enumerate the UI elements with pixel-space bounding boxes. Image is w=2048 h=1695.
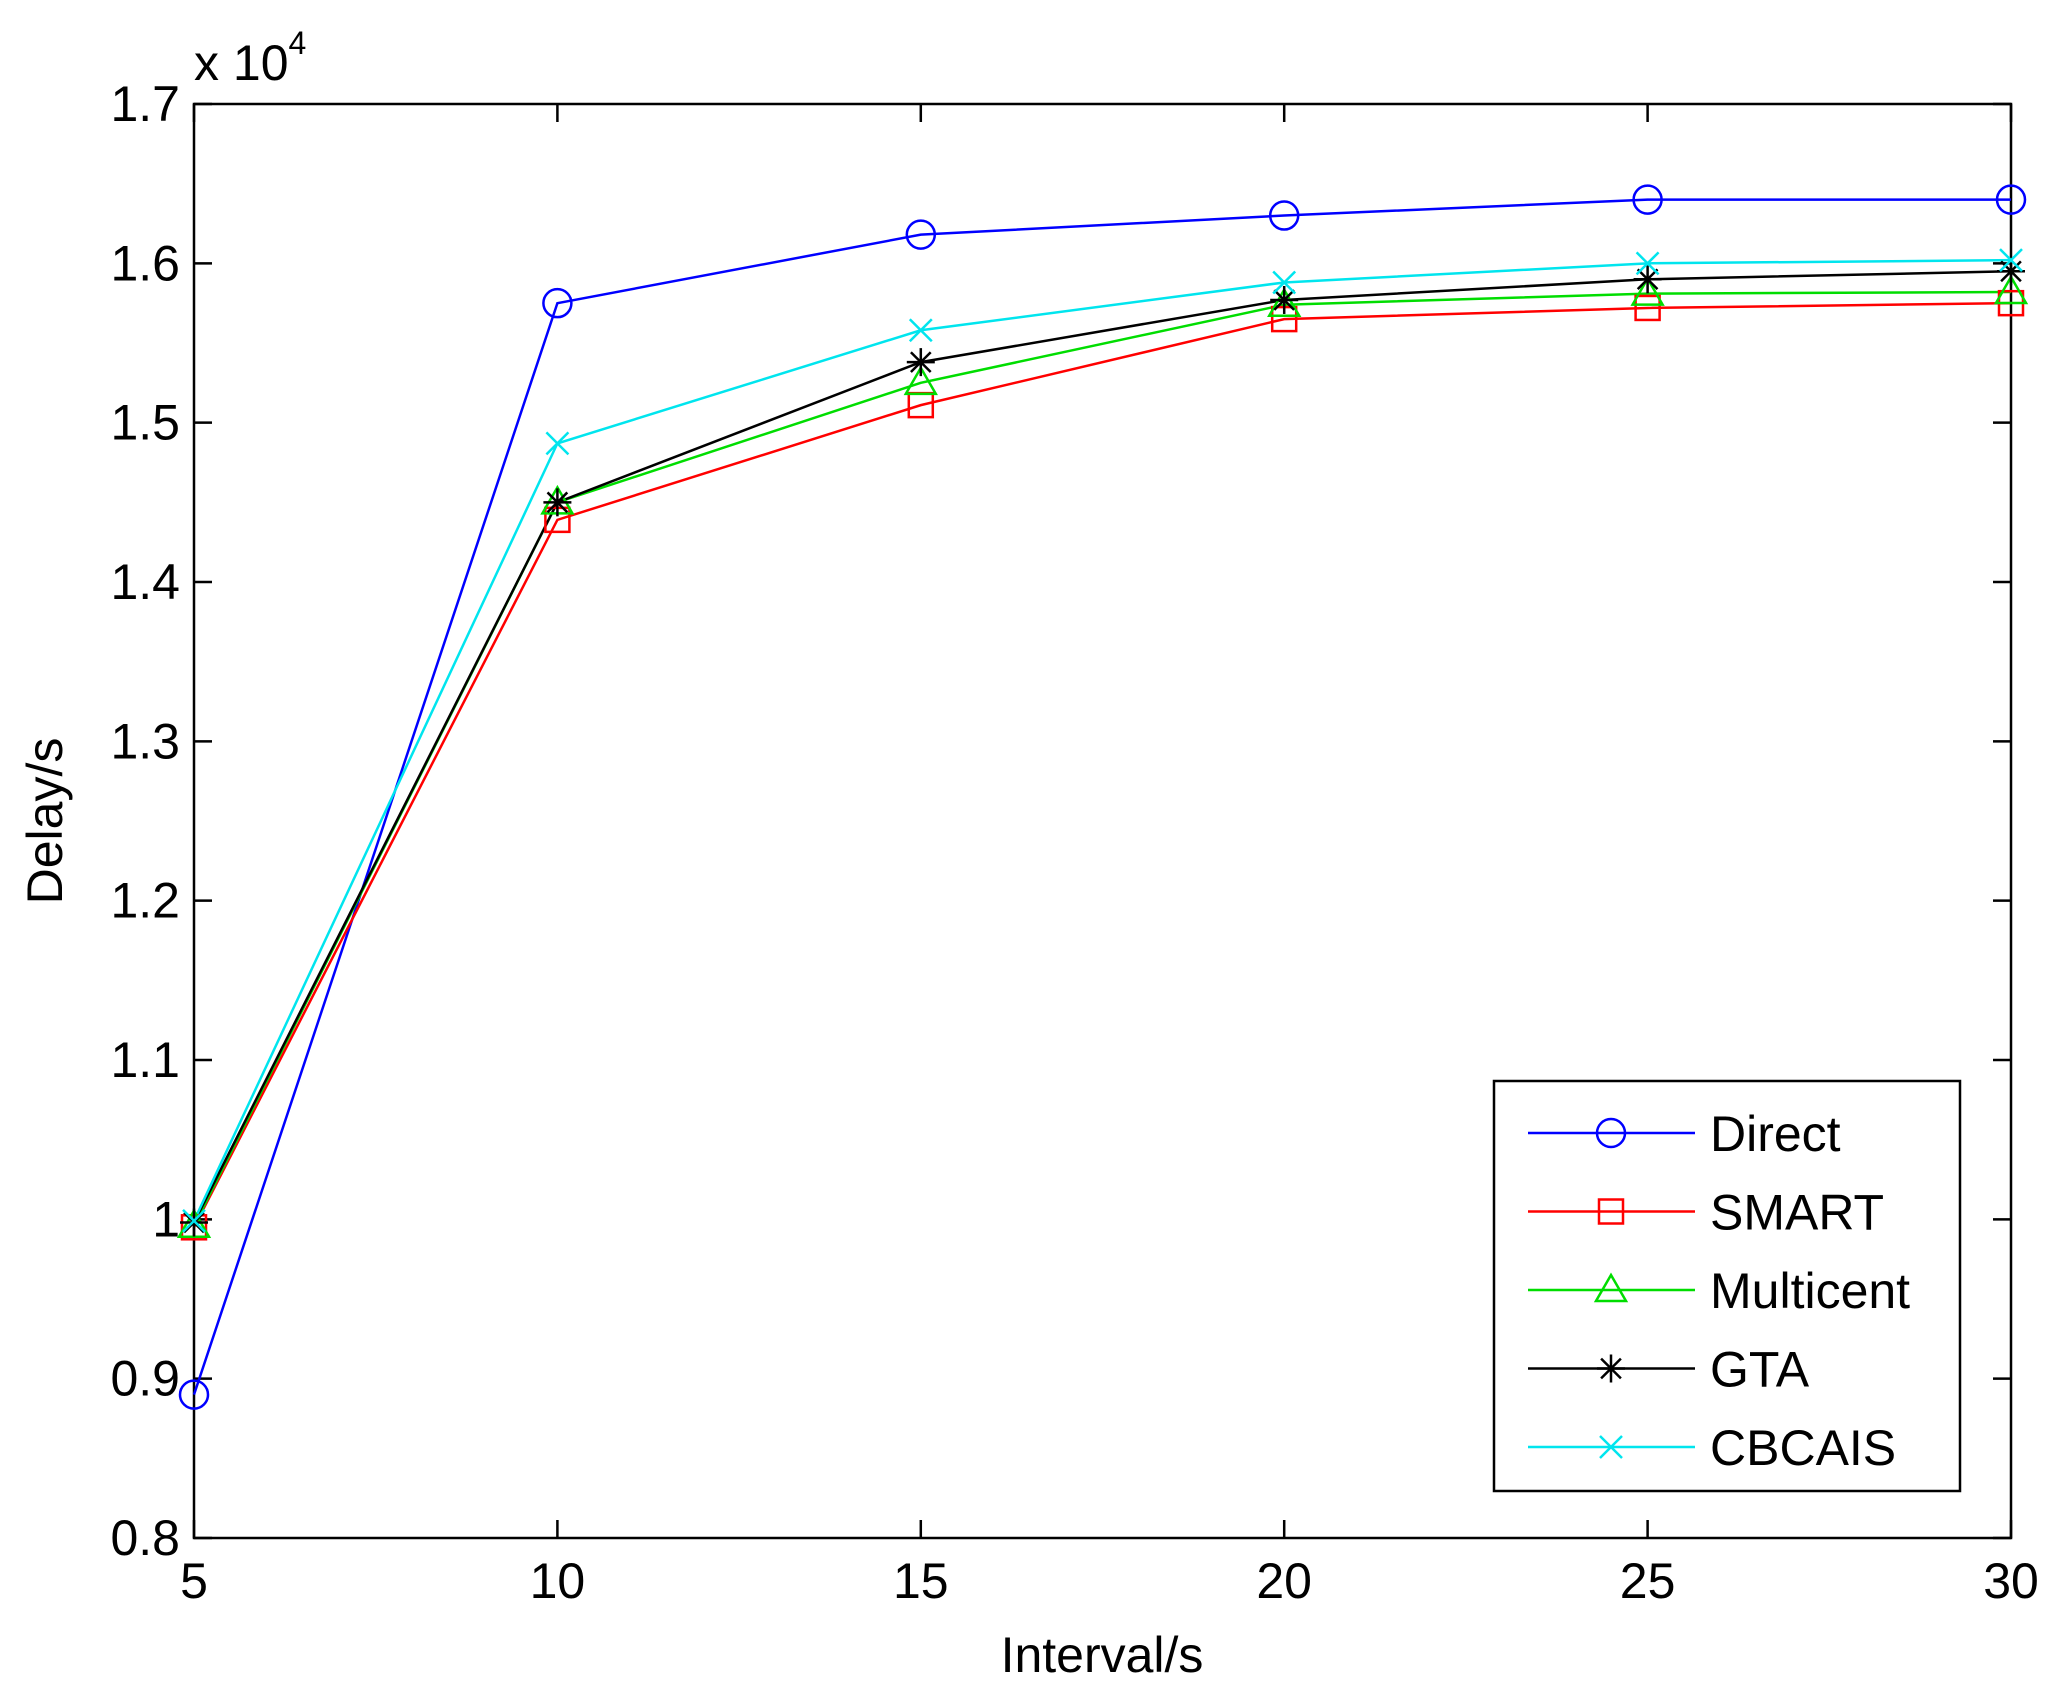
legend-label-cbcais: CBCAIS	[1710, 1420, 1896, 1476]
legend-marker-cbcais	[1599, 1435, 1623, 1459]
x-tick-label: 20	[1256, 1553, 1312, 1609]
data-point-direct	[1995, 184, 2027, 215]
data-point-cbcais	[182, 1209, 206, 1233]
legend-marker-smart	[1597, 1198, 1625, 1225]
x-tick-label: 25	[1620, 1553, 1676, 1609]
x-tick-label: 5	[180, 1553, 208, 1609]
data-point-gta	[906, 348, 935, 377]
data-point-gta	[1270, 285, 1299, 314]
legend-marker-multicent	[1593, 1272, 1629, 1303]
data-point-multicent	[1630, 276, 1665, 306]
data-point-direct	[1632, 184, 1663, 215]
legend: Direct SMART Multicent GTA CBCAIS	[1492, 1079, 1962, 1493]
data-point-multicent	[1993, 274, 2029, 305]
y-tick-label: 1.5	[110, 395, 180, 451]
x-axis-label: Interval/s	[1001, 1627, 1204, 1683]
x-tick-label: 15	[893, 1553, 949, 1609]
data-point-cbcais	[1635, 251, 1660, 276]
axis-ticks: 5 10 15 20 25 30 0.8 0.9 1 1.1 1.2 1.3 1.4 1.5 1.6 1.7	[110, 76, 2038, 1609]
legend-label-multicent: Multicent	[1710, 1263, 1910, 1319]
data-point-direct	[542, 287, 573, 319]
series-line-direct	[192, 198, 2011, 1395]
data-point-multicent	[1267, 287, 1302, 318]
legend-label-gta: GTA	[1710, 1342, 1810, 1398]
legend-label-smart: SMART	[1710, 1185, 1884, 1241]
legend-label-direct: Direct	[1710, 1106, 1841, 1162]
y-tick-label: 0.9	[110, 1351, 180, 1407]
data-point-gta	[1633, 265, 1662, 294]
x-tick-label: 30	[1983, 1553, 2039, 1609]
series-markers	[176, 184, 2029, 1410]
y-tick-label: 1.2	[110, 873, 180, 929]
exponent-power: 4	[289, 25, 307, 61]
series-line-gta	[192, 270, 2012, 1224]
legend-marker-gta	[1597, 1354, 1625, 1383]
data-point-multicent	[903, 365, 938, 396]
data-point-direct	[178, 1379, 210, 1410]
data-point-gta	[1997, 257, 2025, 286]
legend-box	[1492, 1079, 1962, 1493]
y-tick-label: 1.4	[110, 554, 180, 610]
exponent-base: x 10	[194, 35, 289, 91]
data-point-smart	[1634, 294, 1661, 322]
y-tick-label: 0.8	[110, 1510, 180, 1566]
data-point-cbcais	[1272, 270, 1297, 295]
data-point-cbcais	[1999, 248, 2023, 273]
y-tick-label: 1.3	[110, 713, 180, 769]
legend-marker-direct	[1595, 1117, 1627, 1149]
series-lines	[192, 198, 2012, 1395]
x-tick-label: 10	[530, 1553, 586, 1609]
y-tick-label: 1.7	[110, 76, 180, 132]
y-tick-label: 1	[152, 1191, 180, 1247]
y-tick-label: 1.6	[110, 235, 180, 291]
data-point-direct	[905, 219, 937, 250]
data-point-cbcais	[545, 431, 570, 456]
y-axis-exponent: x 104	[194, 25, 306, 91]
series-line-cbcais	[192, 258, 2012, 1222]
data-point-cbcais	[908, 318, 933, 343]
y-axis-label: Delay/s	[17, 738, 73, 905]
data-point-direct	[1268, 200, 1300, 231]
data-point-gta	[543, 488, 572, 517]
y-tick-label: 1.1	[110, 1032, 180, 1088]
series-line-smart	[192, 301, 2012, 1228]
